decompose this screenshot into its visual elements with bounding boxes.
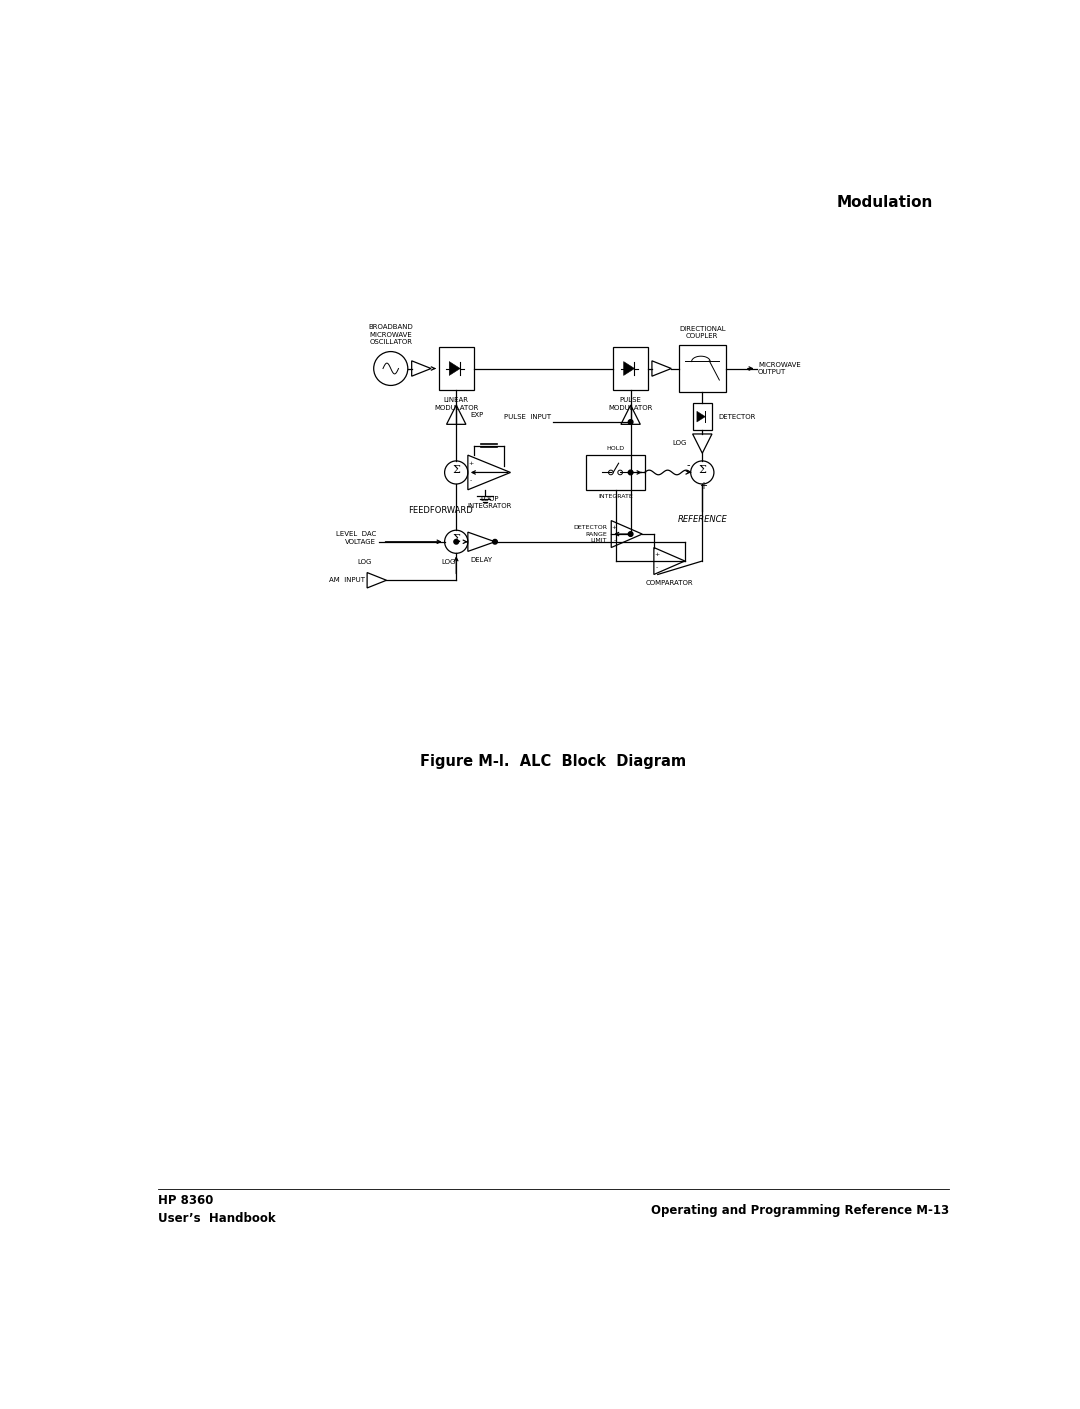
Circle shape bbox=[629, 420, 633, 424]
Text: -: - bbox=[656, 565, 658, 571]
Text: LEVEL  DAC
VOLTAGE: LEVEL DAC VOLTAGE bbox=[336, 531, 377, 545]
Polygon shape bbox=[623, 362, 634, 375]
Circle shape bbox=[454, 540, 459, 544]
Text: Modulation: Modulation bbox=[837, 196, 933, 210]
Text: Σ: Σ bbox=[453, 465, 460, 475]
Text: LOOP
INTEGRATOR: LOOP INTEGRATOR bbox=[467, 496, 511, 509]
Bar bbox=[692, 403, 712, 430]
Text: User’s  Handbook: User’s Handbook bbox=[159, 1212, 275, 1224]
Text: EXP: EXP bbox=[470, 411, 484, 418]
Text: Figure M-l.  ALC  Block  Diagram: Figure M-l. ALC Block Diagram bbox=[420, 754, 687, 769]
Polygon shape bbox=[449, 362, 460, 375]
Bar bbox=[586, 455, 645, 490]
Text: LOG: LOG bbox=[442, 559, 456, 565]
Text: DELAY: DELAY bbox=[471, 557, 492, 564]
Text: -: - bbox=[470, 479, 472, 483]
Text: DETECTOR: DETECTOR bbox=[718, 414, 756, 420]
Bar bbox=[679, 345, 726, 392]
Text: LOG: LOG bbox=[673, 440, 687, 447]
Text: MICROWAVE
OUTPUT: MICROWAVE OUTPUT bbox=[758, 362, 801, 375]
Bar bbox=[438, 348, 474, 390]
Circle shape bbox=[629, 531, 633, 537]
Text: AM  INPUT: AM INPUT bbox=[328, 578, 365, 583]
Text: REFERENCE: REFERENCE bbox=[677, 514, 727, 524]
Text: BROADBAND
MICROWAVE
OSCILLATOR: BROADBAND MICROWAVE OSCILLATOR bbox=[368, 324, 414, 345]
Text: +: + bbox=[611, 524, 617, 530]
Text: INTEGRATE: INTEGRATE bbox=[598, 493, 633, 499]
Text: -: - bbox=[613, 538, 616, 544]
Text: +: + bbox=[699, 482, 707, 492]
Bar bbox=[613, 348, 648, 390]
Text: LINEAR
MODULATOR: LINEAR MODULATOR bbox=[434, 397, 478, 411]
Text: -: - bbox=[687, 461, 690, 471]
Text: HP 8360: HP 8360 bbox=[159, 1193, 214, 1208]
Text: Σ: Σ bbox=[453, 534, 460, 544]
Polygon shape bbox=[697, 411, 705, 423]
Text: HOLD: HOLD bbox=[607, 447, 624, 451]
Text: PULSE
MODULATOR: PULSE MODULATOR bbox=[608, 397, 652, 411]
Text: +: + bbox=[654, 552, 660, 557]
Text: COMPARATOR: COMPARATOR bbox=[646, 581, 693, 586]
Circle shape bbox=[492, 540, 497, 544]
Circle shape bbox=[629, 471, 633, 475]
Text: DETECTOR
RANGE
LIMIT: DETECTOR RANGE LIMIT bbox=[573, 526, 607, 542]
Text: Operating and Programming Reference M-13: Operating and Programming Reference M-13 bbox=[650, 1203, 948, 1217]
Text: FEEDFORWARD: FEEDFORWARD bbox=[408, 506, 473, 516]
Text: Σ: Σ bbox=[699, 465, 706, 475]
Text: PULSE  INPUT: PULSE INPUT bbox=[503, 414, 551, 420]
Text: DIRECTIONAL
COUPLER: DIRECTIONAL COUPLER bbox=[679, 325, 726, 340]
Text: +: + bbox=[469, 461, 474, 466]
Text: LOG: LOG bbox=[357, 559, 372, 565]
